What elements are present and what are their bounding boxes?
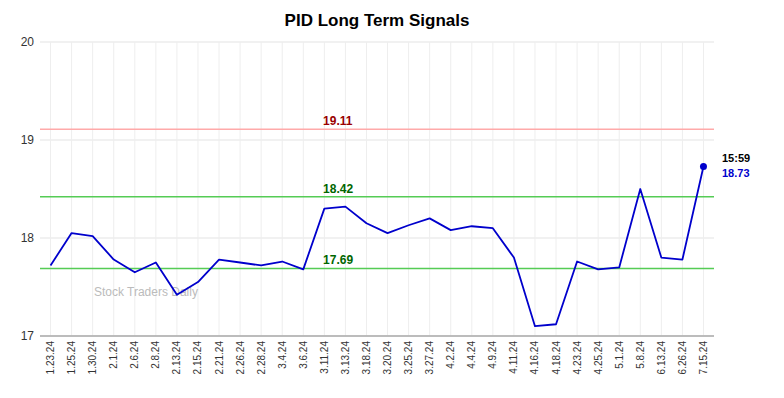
x-tick-label: 6.26.24 — [677, 341, 688, 375]
y-tick-label: 18 — [21, 231, 35, 245]
x-tick-label: 6.13.24 — [656, 341, 667, 375]
last-value-label: 18.73 — [722, 167, 750, 179]
x-tick-label: 4.23.24 — [572, 341, 583, 375]
grid-line — [682, 42, 683, 336]
x-tick-label: 3.27.24 — [424, 341, 435, 375]
grid-line — [219, 42, 220, 336]
grid-line — [556, 42, 557, 336]
y-tick-label: 20 — [21, 35, 35, 49]
grid-line — [703, 42, 704, 336]
y-tick-label: 17 — [21, 329, 35, 343]
x-tick-label: 2.8.24 — [150, 341, 161, 369]
grid-line — [513, 42, 514, 336]
x-tick-label: 2.1.24 — [108, 341, 119, 369]
grid-line — [366, 42, 367, 336]
grid-line — [387, 42, 388, 336]
grid-line — [492, 42, 493, 336]
x-tick-label: 4.4.24 — [466, 341, 477, 369]
grid-line — [40, 140, 714, 141]
x-tick-label: 1.30.24 — [87, 341, 98, 375]
x-tick-label: 2.28.24 — [256, 341, 267, 375]
x-tick-label: 2.15.24 — [192, 341, 203, 375]
plot-area — [40, 129, 714, 326]
chart: 17 18 19 20 1.23.24 1.25.24 1.30.24 2.1.24 2.6.2… — [0, 0, 784, 398]
reference-label: 17.69 — [323, 253, 353, 267]
x-tick-label: 3.25.24 — [403, 341, 414, 375]
last-time-label: 15:59 — [722, 152, 750, 164]
grid-line — [40, 336, 714, 337]
grid-line — [619, 42, 620, 336]
x-tick-label: 1.23.24 — [45, 341, 56, 375]
x-tick-label: 2.21.24 — [214, 341, 225, 375]
price-line — [51, 166, 704, 326]
grid-line — [429, 42, 430, 336]
grid — [40, 42, 714, 336]
grid-line — [577, 42, 578, 336]
grid-line — [71, 42, 72, 336]
reference-line — [40, 128, 714, 130]
grid-line — [40, 42, 714, 43]
x-tick-label: 3.18.24 — [361, 341, 372, 375]
x-tick-label: 4.11.24 — [508, 341, 519, 374]
x-tick-label: 5.8.24 — [635, 341, 646, 369]
grid-line — [661, 42, 662, 336]
x-tick-label: 4.18.24 — [551, 341, 562, 375]
last-point — [700, 163, 707, 170]
grid-line — [598, 42, 599, 336]
x-tick-label: 5.1.24 — [614, 341, 625, 369]
reference-label: 18.42 — [323, 182, 353, 196]
x-tick-label: 4.25.24 — [593, 341, 604, 375]
grid-line — [261, 42, 262, 336]
reference-label: 19.11 — [323, 114, 353, 128]
grid-line — [408, 42, 409, 336]
x-tick-label: 7.15.24 — [698, 341, 709, 375]
grid-line — [240, 42, 241, 336]
x-tick-label: 2.26.24 — [235, 341, 246, 375]
x-axis-line — [40, 335, 714, 336]
grid-line — [471, 42, 472, 336]
grid-line — [282, 42, 283, 336]
x-tick-label: 2.6.24 — [129, 341, 140, 369]
x-tick-label: 3.20.24 — [382, 341, 393, 375]
x-tick-label: 3.6.24 — [298, 341, 309, 369]
title: PID Long Term Signals — [285, 11, 470, 30]
grid-line — [50, 42, 51, 336]
grid-line — [450, 42, 451, 336]
x-tick-label: 4.2.24 — [445, 341, 456, 369]
grid-line — [40, 238, 714, 239]
x-tick-label: 3.13.24 — [340, 341, 351, 375]
x-tick-label: 4.9.24 — [487, 341, 498, 369]
grid-line — [303, 42, 304, 336]
reference-line — [40, 196, 714, 198]
x-tick-label: 1.25.24 — [66, 341, 77, 375]
x-tick-label: 3.11.24 — [319, 341, 330, 374]
grid-line — [534, 42, 535, 336]
x-tick-label: 4.16.24 — [529, 341, 540, 375]
x-tick-label: 2.13.24 — [171, 341, 182, 375]
y-tick-label: 19 — [21, 133, 35, 147]
x-tick-label: 3.4.24 — [277, 341, 288, 369]
